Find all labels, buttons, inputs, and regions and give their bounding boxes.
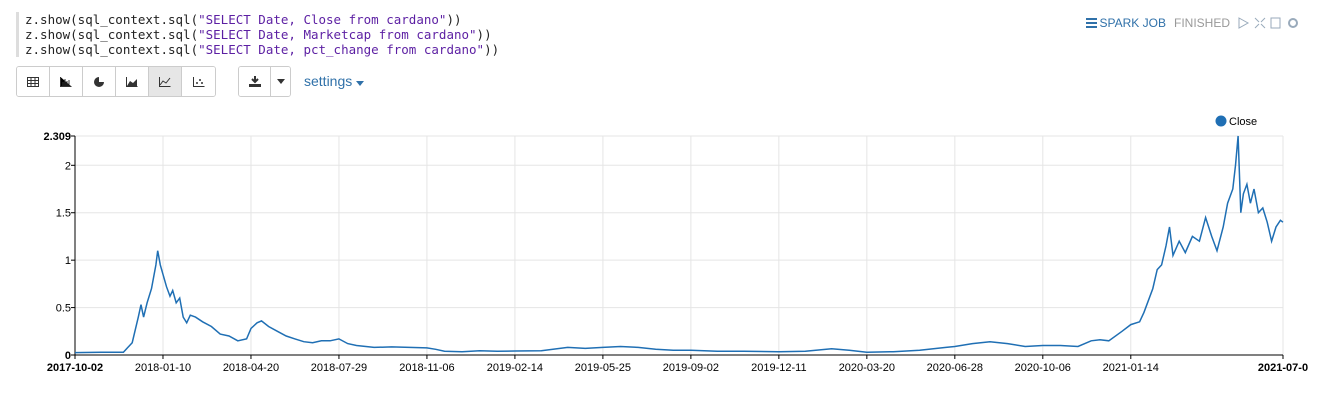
x-tick-label: 2019-05-25	[575, 362, 631, 374]
status-bar: SPARK JOB FINISHED	[1085, 16, 1300, 30]
x-tick-label: 2017-10-02	[47, 362, 103, 374]
x-tick-label: 2020-03-20	[839, 362, 895, 374]
code-line: z.show(sql_context.sql("SELECT Date, Clo…	[25, 12, 499, 27]
y-tick-label: 0.5	[56, 303, 71, 315]
download-button[interactable]	[239, 67, 271, 96]
line	[74, 135, 1284, 354]
legend-label: Close	[1229, 116, 1257, 128]
code-line: z.show(sql_context.sql("SELECT Date, pct…	[25, 42, 499, 57]
legend-marker	[1215, 115, 1227, 127]
pie-button[interactable]	[83, 67, 116, 96]
icons[interactable]	[1238, 17, 1300, 29]
chart-type-buttons	[16, 66, 216, 97]
download-buttons	[238, 66, 291, 97]
area-button[interactable]	[116, 67, 149, 96]
x-tick-label: 2018-01-10	[135, 362, 191, 374]
x-tick-label: 2021-01-14	[1103, 362, 1159, 374]
spark-job[interactable]: SPARK JOB	[1085, 16, 1166, 30]
code-token: "SELECT Date, pct_change from cardano"	[198, 42, 485, 57]
code-token: "SELECT Date, Close from cardano"	[198, 12, 447, 27]
x-tick-label: 2019-12-11	[751, 362, 806, 374]
code-token: ))	[484, 42, 500, 57]
code-token: "SELECT Date, Marketcap from cardano"	[198, 27, 477, 42]
y-tick-label: 1	[65, 255, 71, 267]
code-line: z.show(sql_context.sql("SELECT Date, Mar…	[25, 27, 499, 42]
status-label: FINISHED	[1173, 16, 1230, 30]
x-tick-label: 2019-02-14	[487, 362, 543, 374]
settings-toggle[interactable]: settings	[304, 73, 365, 89]
settings-label: settings	[304, 73, 353, 89]
code-editor[interactable]: z.show(sql_context.sql("SELECT Date, Clo…	[16, 12, 499, 57]
spark-job-label: SPARK JOB	[1099, 16, 1166, 30]
code-token: z.show(sql_context.sql(	[25, 42, 199, 57]
line-button[interactable]	[149, 67, 182, 96]
y-tick-label: 2	[65, 160, 71, 172]
code-token: z.show(sql_context.sql(	[25, 27, 199, 42]
x-tick-label: 2018-07-29	[311, 362, 367, 374]
x-tick-label: 2020-06-28	[927, 362, 983, 374]
code-token: ))	[446, 12, 462, 27]
y-tick-label: 2.309	[43, 131, 71, 143]
y-tick-label: 0	[65, 350, 71, 362]
icon	[1085, 18, 1097, 28]
code-token: z.show(sql_context.sql(	[25, 12, 199, 27]
scatter-button[interactable]	[182, 67, 215, 96]
code-token: ))	[476, 27, 492, 42]
table-button[interactable]	[17, 67, 50, 96]
y-tick-label: 1.5	[56, 208, 71, 220]
x-tick-label: 2018-04-20	[223, 362, 279, 374]
bar-button[interactable]	[50, 67, 83, 96]
x-tick-label: 2018-11-06	[399, 362, 454, 374]
x-tick-label: 2019-09-02	[663, 362, 719, 374]
download-menu[interactable]	[271, 67, 290, 96]
x-tick-label: 2021-07-0	[1258, 362, 1308, 374]
x-tick-label: 2020-10-06	[1015, 362, 1071, 374]
